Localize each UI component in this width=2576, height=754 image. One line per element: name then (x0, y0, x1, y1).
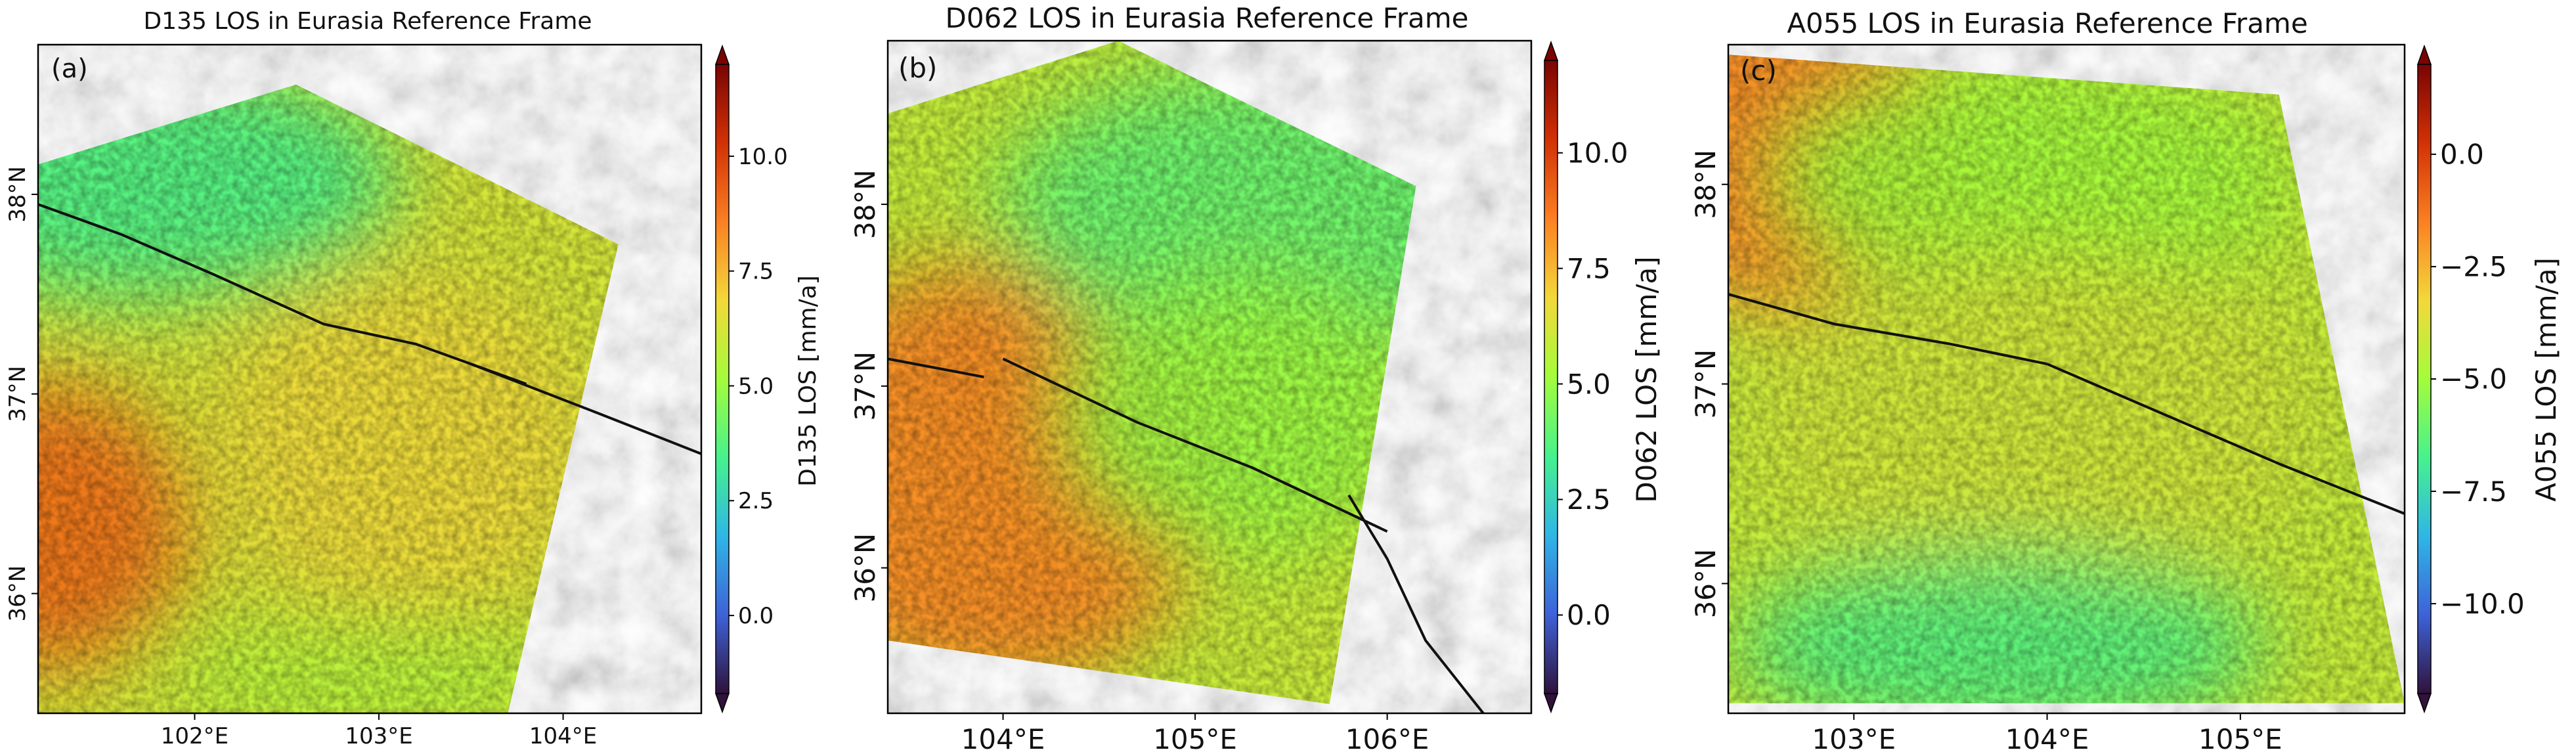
panel-c-colorbar-tick-label: −10.0 (2440, 588, 2525, 620)
panel-c-colorbar (2416, 44, 2432, 714)
panel-a-colorbar-label: D135 LOS [mm/a] (795, 275, 821, 487)
panel-c-x-tick-label: 103°E (1812, 723, 1896, 754)
panel-b-colorbar (1543, 40, 1559, 714)
panel-c-fault-0 (1728, 292, 2048, 366)
panel-b-map (886, 39, 1533, 715)
panel-b-y-tick-label: 36°N (849, 533, 881, 603)
panel-a-label: (a) (51, 54, 88, 84)
panel-c-fault-1 (2046, 363, 2405, 515)
panel-b-y-tick-label: 37°N (849, 351, 881, 421)
panel-c-colorbar-extend-max (2416, 44, 2432, 65)
panel-c-x-tick-label: 105°E (2198, 723, 2282, 754)
panel-b-title: D062 LOS in Eurasia Reference Frame (946, 2, 1469, 34)
panel-a-colorbar-tick-label: 10.0 (738, 144, 788, 170)
panel-c-map (1727, 43, 2406, 715)
panel-c-label: (c) (1740, 55, 1777, 87)
panel-c-title: A055 LOS in Eurasia Reference Frame (1787, 7, 2307, 39)
panel-c: A055 LOS in Eurasia Reference Frame (c) … (1690, 7, 2562, 754)
panel-b-colorbar-bar (1544, 60, 1558, 694)
panel-b-label: (b) (898, 52, 937, 84)
panel-a-fault-0 (38, 203, 527, 386)
panel-a: D135 LOS in Eurasia Reference Frame (a) … (5, 8, 821, 749)
panel-a-colorbar-extend-max (714, 44, 730, 65)
panel-c-colorbar-tick-label: −5.0 (2440, 363, 2507, 395)
panel-c-y-tick-label: 37°N (1690, 349, 1722, 419)
panel-a-frame (37, 43, 703, 715)
panel-b-colorbar-tick-label: 2.5 (1567, 483, 1611, 516)
panel-c-colorbar-extend-min (2416, 693, 2432, 714)
panel-a-colorbar (714, 44, 730, 714)
panel-c-x-ticks: 103°E 104°E 105°E (1812, 713, 2282, 754)
panel-c-colorbar-tick-label: 0.0 (2440, 139, 2484, 171)
panel-b-fault-0 (888, 357, 984, 378)
panel-b-colorbar-tick-label: 0.0 (1567, 599, 1611, 631)
panel-b-colorbar-tick-label: 5.0 (1567, 368, 1611, 400)
panel-b-fault-1 (1002, 357, 1388, 533)
panel-a-x-tick-label: 104°E (529, 723, 597, 749)
panel-a-y-ticks: 36°N 37°N 38°N (5, 166, 38, 622)
panel-a-colorbar-extend-min (714, 693, 730, 714)
panel-a-title: D135 LOS in Eurasia Reference Frame (143, 8, 592, 35)
panel-b-fault-2 (1347, 494, 1485, 713)
panel-c-y-tick-label: 36°N (1690, 549, 1722, 619)
panel-c-colorbar-tick-label: −2.5 (2440, 251, 2507, 283)
panel-a-colorbar-tick-label: 0.0 (738, 603, 774, 629)
panel-c-y-tick-label: 38°N (1690, 150, 1722, 219)
panel-c-colorbar-bar (2417, 64, 2432, 694)
panel-c-frame (1727, 43, 2406, 715)
panel-a-y-tick-label: 37°N (5, 366, 31, 422)
panel-b-colorbar-ticks: 0.0 2.5 5.0 7.5 10.0 (1558, 137, 1628, 631)
panel-b-colorbar-tick-label: 10.0 (1567, 137, 1628, 169)
panel-b-frame (886, 39, 1533, 715)
panel-a-colorbar-tick-label: 5.0 (738, 373, 774, 399)
panel-b-y-ticks: 36°N 37°N 38°N (849, 169, 888, 603)
panel-a-colorbar-ticks: 0.0 2.5 5.0 7.5 10.0 (729, 144, 788, 629)
panel-b-colorbar-extend-min (1543, 693, 1559, 714)
panel-a-colorbar-tick-label: 2.5 (738, 488, 774, 514)
panel-b: D062 LOS in Eurasia Reference Frame (b) … (849, 2, 1663, 754)
panel-a-x-ticks: 102°E 103°E 104°E (161, 713, 597, 749)
panel-b-x-tick-label: 106°E (1345, 723, 1430, 754)
panel-a-y-tick-label: 36°N (5, 566, 31, 622)
panel-c-y-ticks: 36°N 37°N 38°N (1690, 150, 1728, 619)
panel-a-colorbar-tick-label: 7.5 (738, 259, 774, 285)
panel-b-colorbar-label: D062 LOS [mm/a] (1630, 256, 1663, 502)
panel-a-y-tick-label: 38°N (5, 166, 31, 223)
panel-c-colorbar-tick-label: −7.5 (2440, 476, 2507, 508)
panel-b-x-ticks: 104°E 105°E 106°E (961, 713, 1430, 754)
panel-b-colorbar-tick-label: 7.5 (1567, 252, 1611, 284)
panel-a-map (37, 43, 703, 715)
panel-c-colorbar-ticks: −10.0 −7.5 −5.0 −2.5 0.0 (2431, 139, 2525, 620)
panel-b-x-tick-label: 105°E (1153, 723, 1237, 754)
panel-b-x-tick-label: 104°E (961, 723, 1045, 754)
panel-a-x-tick-label: 103°E (345, 723, 412, 749)
panel-a-x-tick-label: 102°E (161, 723, 229, 749)
panel-a-fault-1 (470, 363, 701, 455)
panel-c-x-tick-label: 104°E (2005, 723, 2089, 754)
panel-b-colorbar-extend-max (1543, 40, 1559, 61)
panel-a-colorbar-bar (715, 64, 730, 694)
panel-c-colorbar-label: A055 LOS [mm/a] (2530, 257, 2562, 502)
panel-b-y-tick-label: 38°N (849, 169, 881, 239)
